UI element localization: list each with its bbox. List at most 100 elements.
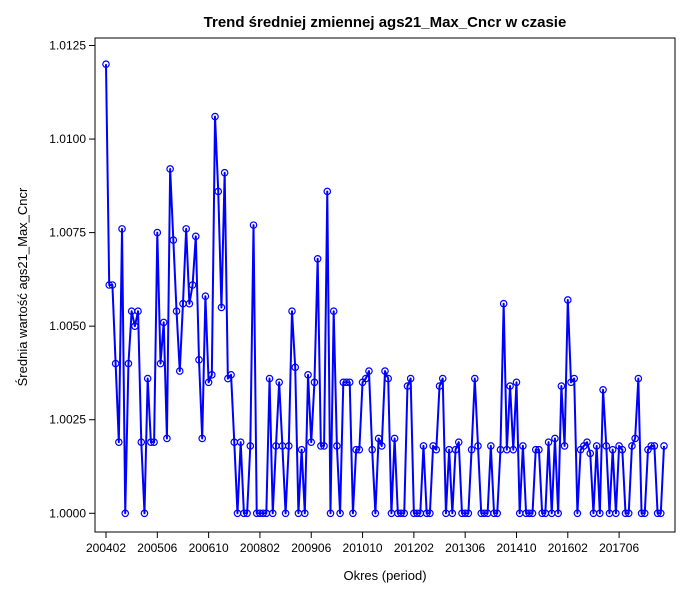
x-tick-label: 201410 <box>496 541 536 555</box>
data-point <box>188 281 197 289</box>
data-point <box>583 438 591 446</box>
x-tick-label: 201706 <box>599 541 639 555</box>
data-point <box>236 438 245 446</box>
data-point <box>538 509 546 518</box>
data-point <box>397 509 405 518</box>
x-tick-label: 200402 <box>86 541 126 555</box>
data-point <box>317 442 325 450</box>
data-point <box>227 371 235 379</box>
data-point <box>131 322 139 330</box>
data-point <box>612 509 620 518</box>
data-point <box>454 438 463 446</box>
data-point <box>640 509 649 518</box>
data-point <box>419 442 428 450</box>
data-point <box>169 236 178 244</box>
data-point <box>185 299 194 308</box>
data-point <box>323 187 332 196</box>
data-point <box>201 292 210 301</box>
data-point <box>426 509 434 518</box>
data-point <box>307 438 316 446</box>
data-point <box>166 165 174 173</box>
data-point <box>111 359 120 368</box>
y-tick-label: 1.0050 <box>49 319 86 333</box>
data-point <box>406 374 415 383</box>
data-point <box>220 168 229 177</box>
data-point <box>182 225 190 233</box>
data-point <box>275 378 283 387</box>
data-point <box>528 509 537 518</box>
data-point <box>554 509 562 518</box>
data-point <box>634 374 643 383</box>
data-point <box>175 367 184 375</box>
data-point <box>371 509 380 518</box>
data-point <box>217 303 226 312</box>
data-point <box>377 442 386 450</box>
data-point <box>390 434 399 443</box>
data-point <box>297 445 306 454</box>
x-tick-label: 200610 <box>189 541 229 555</box>
data-point <box>108 281 117 289</box>
data-point <box>596 509 604 518</box>
data-point <box>374 434 383 443</box>
data-point <box>268 509 277 518</box>
data-point <box>560 442 569 450</box>
data-point <box>631 434 639 443</box>
data-point <box>124 359 133 368</box>
data-point <box>480 509 489 518</box>
data-point <box>198 434 207 443</box>
data-point <box>105 281 114 289</box>
series-line <box>105 64 665 515</box>
data-point <box>448 509 457 518</box>
data-point <box>333 442 341 450</box>
data-point <box>214 187 223 196</box>
data-point <box>413 509 421 518</box>
chart-title: Trend średniej zmiennej ags21_Max_Cncr w… <box>204 14 567 31</box>
data-point <box>400 509 409 518</box>
data-point <box>143 374 152 383</box>
x-tick-label: 201602 <box>548 541 588 555</box>
data-point <box>163 434 171 443</box>
y-tick-label: 1.0100 <box>49 132 86 146</box>
x-axis-label: Okres (period) <box>343 568 426 583</box>
data-point <box>474 442 482 450</box>
data-point <box>467 445 476 454</box>
data-point <box>284 442 293 450</box>
data-point <box>118 225 126 233</box>
data-point <box>519 442 527 450</box>
data-point <box>336 509 344 518</box>
data-point <box>573 509 582 518</box>
data-point <box>204 378 213 387</box>
data-point <box>208 371 216 379</box>
data-point <box>102 60 110 68</box>
data-point <box>304 371 312 379</box>
data-point <box>259 509 267 518</box>
data-point <box>147 438 155 446</box>
data-point <box>506 382 514 390</box>
data-point <box>115 438 123 446</box>
data-point <box>345 378 354 387</box>
data-point <box>461 509 469 518</box>
data-point <box>490 509 498 518</box>
data-point <box>288 307 296 315</box>
data-point <box>246 442 255 450</box>
data-point <box>531 445 540 454</box>
data-point <box>535 445 543 454</box>
x-tick-label: 200906 <box>291 541 331 555</box>
data-point <box>150 438 158 446</box>
data-point <box>512 378 521 387</box>
data-point <box>281 509 290 518</box>
data-point <box>451 445 460 454</box>
data-point <box>647 442 655 450</box>
data-point <box>432 445 441 454</box>
x-tick-label: 200506 <box>137 541 177 555</box>
data-point <box>365 367 373 375</box>
data-point <box>172 307 181 315</box>
data-point <box>368 445 376 454</box>
x-tick-label: 200802 <box>240 541 280 555</box>
data-point <box>153 228 162 237</box>
data-point <box>660 442 668 450</box>
data-point <box>563 296 572 304</box>
data-point <box>355 445 364 454</box>
data-point <box>551 434 559 443</box>
